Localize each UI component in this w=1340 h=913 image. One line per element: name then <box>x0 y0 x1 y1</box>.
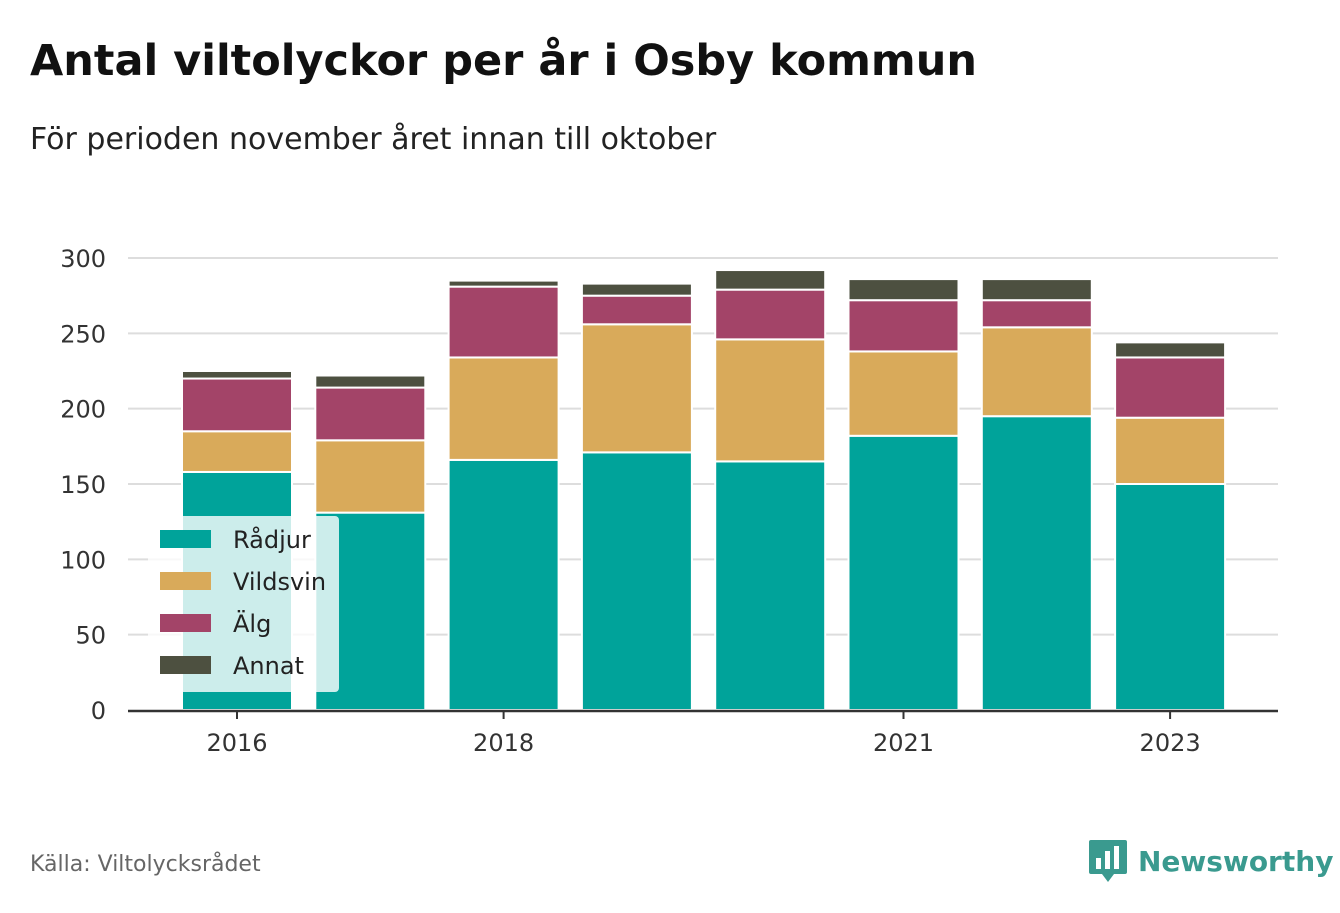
bar-segment-annat <box>714 269 827 291</box>
x-tick-label: 2021 <box>873 729 934 757</box>
bar-segment-älg <box>714 288 827 341</box>
bar-segment-rådjur <box>847 434 960 711</box>
legend-swatch-rådjur <box>160 530 211 548</box>
bar-segment-älg <box>447 285 560 359</box>
bar-chart-speech-bubble-icon <box>1089 840 1127 882</box>
y-tick-label: 0 <box>91 697 106 725</box>
y-tick-label: 150 <box>60 471 106 499</box>
bar-segment-älg <box>980 299 1093 329</box>
bar-segment-vildsvin <box>580 323 693 454</box>
bar-segment-annat <box>580 282 693 297</box>
bar-segment-annat <box>980 278 1093 302</box>
bar-segment-vildsvin <box>181 430 293 473</box>
legend-box <box>148 516 339 692</box>
legend-label: Rådjur <box>233 525 311 554</box>
y-tick-label: 250 <box>60 320 106 348</box>
bar-segment-annat <box>314 374 427 389</box>
bar-segment-rådjur <box>580 451 693 711</box>
x-tick-label: 2016 <box>206 729 267 757</box>
legend-swatch-älg <box>160 614 211 632</box>
source-note: Källa: Viltolycksrådet <box>30 852 261 877</box>
legend-swatch-annat <box>160 656 211 674</box>
bar-segment-vildsvin <box>1114 416 1227 485</box>
bar-segment-rådjur <box>1114 483 1227 711</box>
bar-segment-älg <box>181 377 293 433</box>
bar-segment-annat <box>181 370 293 380</box>
bar-segment-vildsvin <box>447 356 560 461</box>
bar-segment-annat <box>447 279 560 288</box>
legend-label: Älg <box>233 609 271 638</box>
legend-label: Annat <box>233 652 304 680</box>
brand-name: Newsworthy <box>1138 844 1334 878</box>
legend-label: Vildsvin <box>233 568 326 596</box>
bar-segment-älg <box>314 386 427 442</box>
bar-segment-älg <box>580 294 693 326</box>
chart-subtitle: För perioden november året innan till ok… <box>30 122 717 157</box>
x-tick-label: 2023 <box>1140 729 1201 757</box>
bar-segment-vildsvin <box>980 326 1093 418</box>
legend-swatch-vildsvin <box>160 572 211 590</box>
y-tick-label: 300 <box>60 245 106 273</box>
y-tick-label: 200 <box>60 396 106 424</box>
bar-segment-rådjur <box>714 460 827 711</box>
bar-segment-vildsvin <box>847 350 960 437</box>
bar-segment-annat <box>847 278 960 302</box>
bar-segment-rådjur <box>447 458 560 712</box>
y-tick-label: 50 <box>75 622 106 650</box>
bar-segment-vildsvin <box>714 338 827 463</box>
bar-segment-älg <box>1114 356 1227 419</box>
chart-title: Antal viltolyckor per år i Osby kommun <box>30 36 977 86</box>
bar-segment-älg <box>847 299 960 353</box>
newsworthy-logo: Newsworthy <box>1088 838 1333 884</box>
x-tick-label: 2018 <box>473 729 534 757</box>
bar-segment-vildsvin <box>314 439 427 514</box>
y-tick-label: 100 <box>60 546 106 574</box>
bar-segment-annat <box>1114 341 1227 359</box>
bar-segment-rådjur <box>980 415 1093 711</box>
